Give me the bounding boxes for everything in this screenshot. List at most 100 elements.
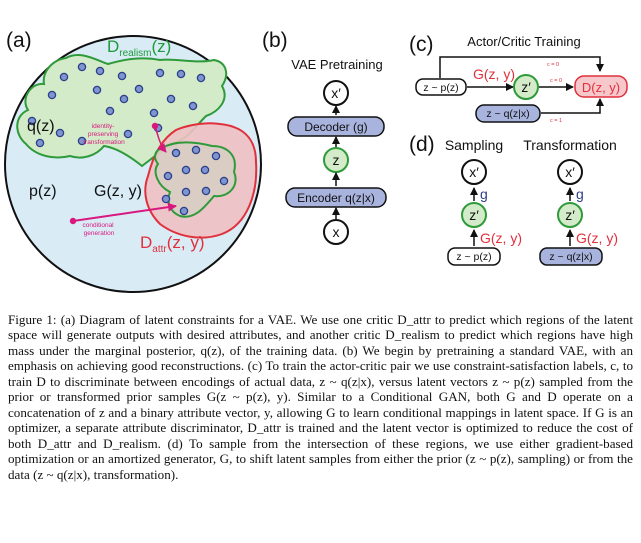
figure: (a) xyxy=(4,29,628,293)
latent-point xyxy=(95,66,105,76)
panel-c-label: (c) xyxy=(409,33,434,56)
transform-x-prime-text: x′ xyxy=(565,164,575,180)
panel-b-label: (b) xyxy=(262,29,288,52)
sampling-prior-text: z ~ p(z) xyxy=(456,251,491,263)
panel-a: (a) xyxy=(4,29,262,293)
latent-point xyxy=(77,136,87,146)
panel-b: (b) VAE Pretraining x′ Decoder (g) z Enc… xyxy=(262,29,387,245)
d-attr-arg: (z, y) xyxy=(167,233,205,252)
latent-point xyxy=(105,106,115,116)
x-prime-text: x′ xyxy=(331,85,341,101)
latent-point xyxy=(179,206,189,216)
transformation-title: Transformation xyxy=(523,137,617,153)
latent-point xyxy=(123,129,133,139)
encoder-text: Encoder q(z|x) xyxy=(297,191,375,205)
transform-z-prime-text: z′ xyxy=(565,207,575,223)
latent-point xyxy=(200,165,210,175)
latent-point xyxy=(171,148,181,158)
g-text: G(z, y) xyxy=(473,66,515,82)
latent-point xyxy=(134,84,144,94)
latent-point xyxy=(201,186,211,196)
d-realism-subscript: realism xyxy=(119,48,151,59)
latent-point xyxy=(119,94,129,104)
posterior-box xyxy=(475,104,541,123)
z-prime-node xyxy=(513,74,539,100)
figure-caption: Figure 1: (a) Diagram of latent constrai… xyxy=(8,312,633,482)
sampling-title: Sampling xyxy=(445,137,503,153)
latent-point xyxy=(166,94,176,104)
sampling-x-prime-node xyxy=(461,159,487,185)
d-realism-arg: (z) xyxy=(152,37,172,56)
g-label: G(z, y) xyxy=(94,183,142,200)
latent-points xyxy=(27,62,229,216)
panel-d: (d) Sampling Transformation x′ g z′ G(z,… xyxy=(409,133,618,266)
conditional-note-line-2: generation xyxy=(84,230,115,237)
c0-top-label: c = 0 xyxy=(547,62,559,68)
latent-point xyxy=(55,128,65,138)
d-attr-subscript: attr xyxy=(152,244,167,255)
latent-point xyxy=(211,151,221,161)
x-node xyxy=(323,219,349,245)
d-realism-label: Drealism(z) xyxy=(107,37,171,59)
sampling-G-text: G(z, y) xyxy=(480,230,522,246)
transform-posterior-box xyxy=(539,247,603,266)
prior-text: z ~ p(z) xyxy=(423,82,458,94)
latent-point xyxy=(27,116,37,126)
transform-posterior-text: z ~ q(z|x) xyxy=(549,251,592,263)
latent-point xyxy=(163,171,173,181)
decoder-text: Decoder (g) xyxy=(304,120,367,134)
transform-g-text: g xyxy=(576,186,584,202)
panel-c: (c) Actor/Critic Training c = 0 z ~ p(z)… xyxy=(409,33,628,124)
transform-G-text: G(z, y) xyxy=(576,230,618,246)
latent-point xyxy=(196,73,206,83)
d-realism-symbol: D xyxy=(107,37,119,56)
latent-point xyxy=(188,101,198,111)
z-text: z xyxy=(333,152,340,168)
sampling-x-prime-text: x′ xyxy=(469,164,479,180)
latent-point xyxy=(35,138,45,148)
latent-point xyxy=(219,176,229,186)
identity-note: identity- preserving transformation xyxy=(83,123,125,146)
latent-point xyxy=(161,194,171,204)
panel-a-label: (a) xyxy=(6,29,32,52)
inner-realism-blob xyxy=(154,141,237,218)
identity-note-line-3: transformation xyxy=(83,139,125,146)
c1-label: c = 1 xyxy=(550,118,562,124)
d-box xyxy=(574,75,628,98)
latent-point xyxy=(149,108,159,118)
latent-point xyxy=(59,72,69,82)
latent-point xyxy=(117,71,127,81)
latent-point xyxy=(176,69,186,79)
x-text: x xyxy=(333,224,340,240)
latent-point xyxy=(181,187,191,197)
conditional-note-line-1: conditional xyxy=(83,222,115,229)
d-attr-label: Dattr(z, y) xyxy=(140,233,205,255)
identity-note-line-1: identity- xyxy=(92,123,115,130)
transform-x-prime-node xyxy=(557,159,583,185)
sampling-g-text: g xyxy=(480,186,488,202)
p-z-label: p(z) xyxy=(29,183,57,200)
vae-title: VAE Pretraining xyxy=(291,57,383,72)
conditional-arrow xyxy=(72,202,177,222)
identity-note-line-2: preserving xyxy=(88,131,119,138)
posterior-to-d-path xyxy=(541,98,604,114)
conditional-arrow-origin xyxy=(69,217,77,225)
posterior-text: z ~ q(z|x) xyxy=(486,108,529,120)
conditional-note: conditional generation xyxy=(83,222,116,237)
caption-text: Figure 1: (a) Diagram of latent constrai… xyxy=(8,312,633,482)
sampling-z-prime-node xyxy=(461,202,487,228)
transform-z-prime-node xyxy=(557,202,583,228)
q-z-label: q(z) xyxy=(27,118,55,135)
identity-arrow-origin xyxy=(151,122,159,130)
d-attr-symbol: D xyxy=(140,233,152,252)
sampling-z-prime-text: z′ xyxy=(469,207,479,223)
c0-mid-label: c = 0 xyxy=(550,78,562,84)
d-text: D(z, y) xyxy=(582,80,620,95)
prior-to-d-path xyxy=(439,56,604,78)
panel-d-label: (d) xyxy=(409,133,435,156)
latent-point xyxy=(92,85,102,95)
latent-point xyxy=(77,62,87,72)
actor-critic-title: Actor/Critic Training xyxy=(467,34,580,49)
sampling-prior-box xyxy=(447,247,501,266)
prior-box xyxy=(415,78,467,96)
